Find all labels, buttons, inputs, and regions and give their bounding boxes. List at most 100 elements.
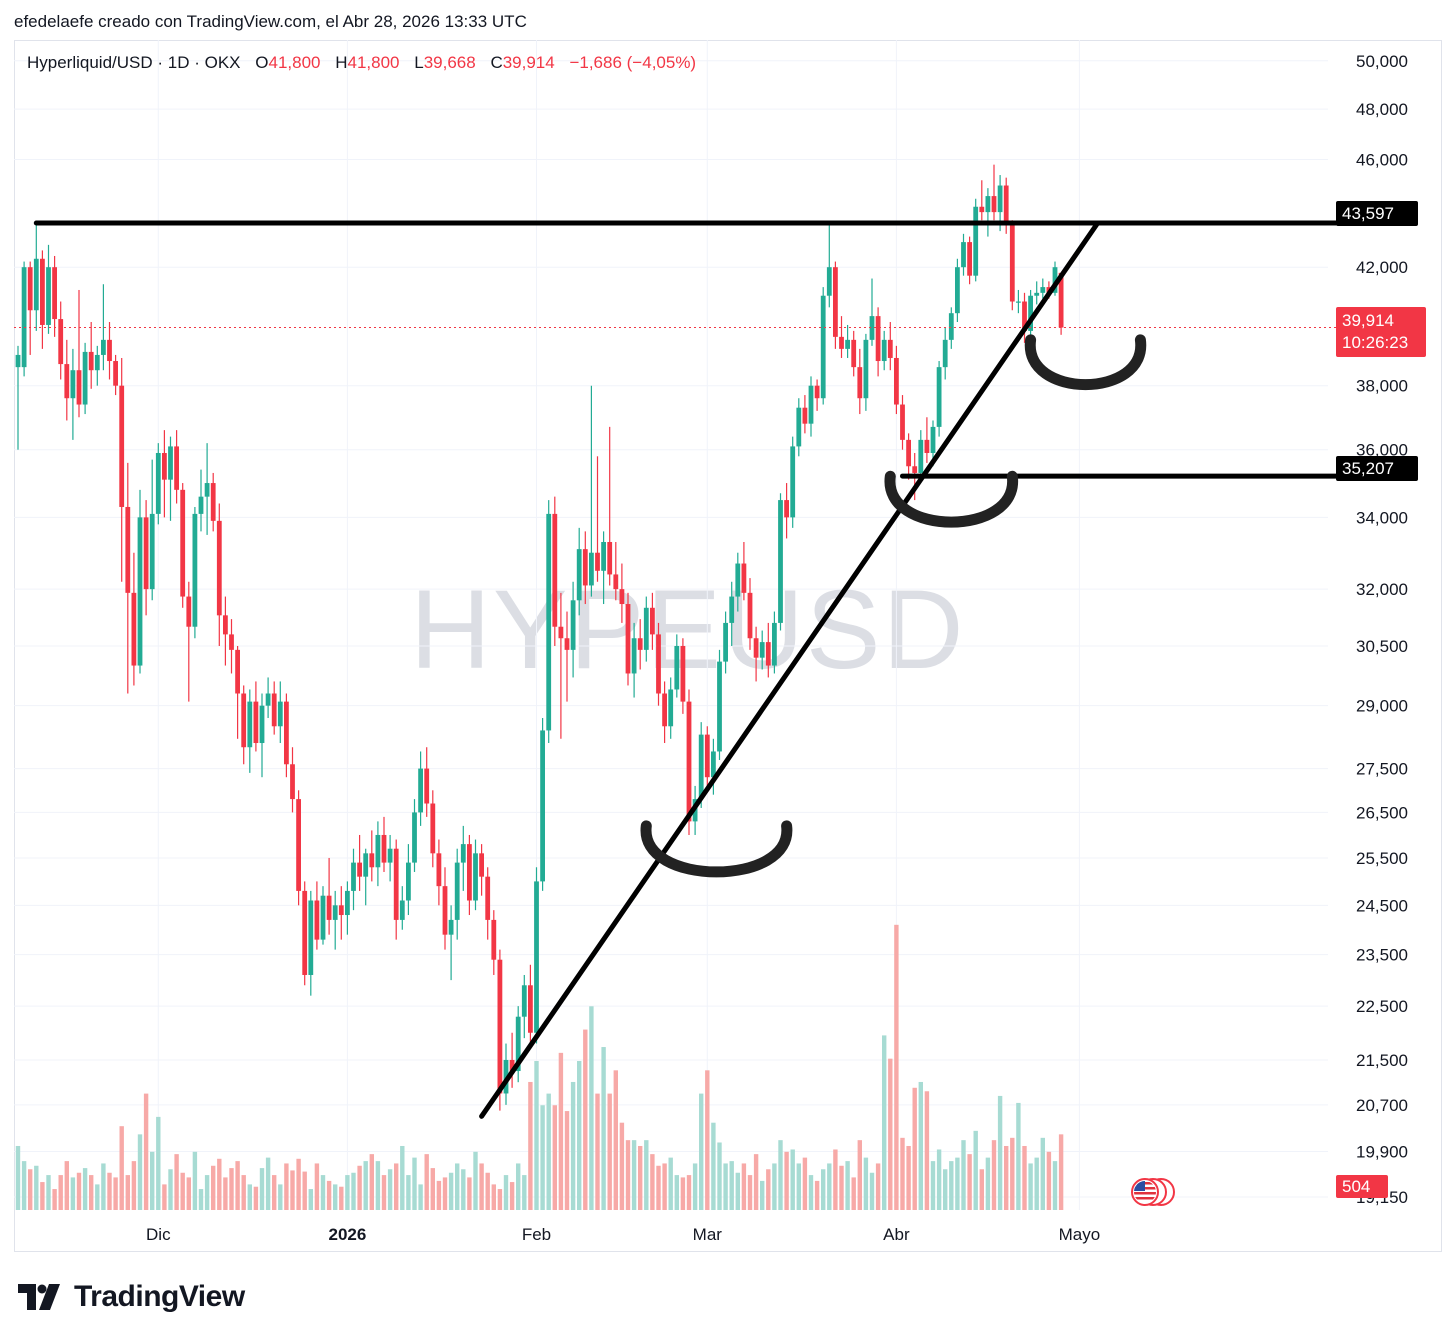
volume-bar [644,1140,649,1210]
candle-body [729,596,735,623]
candle-body [58,319,64,365]
candle-body [88,351,94,371]
candle-body [869,316,875,340]
y-tick-label: 30,500 [1356,637,1408,656]
candle-body [76,370,82,405]
x-tick-label: Mar [693,1225,723,1244]
volume-bar [497,1189,503,1210]
candle-body [515,1016,521,1072]
candle-body [808,385,814,424]
candle-body [198,496,204,514]
volume-bar [802,1157,808,1210]
candle-body [296,799,301,891]
y-tick-label: 26,500 [1356,803,1408,822]
volume-bar [997,1095,1003,1210]
volume-bar [89,1175,94,1210]
candle-body [479,853,484,877]
us-flag-icon[interactable] [1131,1177,1175,1207]
volume-bar [28,1169,33,1210]
volume-bar [546,1093,551,1210]
volume-bar [113,1177,118,1210]
volume-bar [467,1177,472,1210]
symbol-label[interactable]: Hyperliquid/USD · 1D · OKX [27,53,241,72]
volume-bar [570,1081,576,1210]
candle-body [345,890,350,916]
volume-bar [821,1169,826,1210]
marker-arc-feb [640,820,793,878]
candle-body [601,541,606,571]
drawings [14,220,1339,1119]
candle-body [875,316,881,362]
volume-bar [979,1169,984,1210]
volume-bar [308,1189,313,1210]
volume-bar [1004,1145,1009,1210]
candle-body [1022,301,1027,331]
candle-body [467,844,472,901]
candle-body [564,638,570,650]
candle-body [259,705,265,744]
candle-body [650,607,655,635]
candle-body [113,361,118,386]
volume-bar [387,1169,393,1210]
volume-bar [101,1163,106,1210]
candle-body [711,751,716,778]
volume-bar [516,1163,521,1210]
volume-bar [52,1189,57,1210]
y-tick-label: 46,000 [1356,150,1408,169]
volume-bar [1010,1137,1015,1210]
candle-body [625,604,631,674]
volume-bar [235,1161,240,1210]
volume-bar [839,1165,844,1210]
candle-body [381,834,387,863]
volume-bar [424,1154,429,1210]
change-value: −1,686 (−4,05%) [569,53,697,72]
candle-body [210,483,216,521]
candle-body [223,615,228,635]
volume-bar [583,1029,588,1210]
candle-body [436,853,442,887]
volume-bar [991,1140,997,1210]
y-tick-label: 20,700 [1356,1096,1408,1115]
volume-bar [485,1172,490,1210]
candle-body [881,339,887,362]
candle-body [107,339,112,362]
volume-bar [540,1105,545,1210]
candle-body [27,267,33,311]
volume-bar [302,1171,307,1210]
candle-body [717,661,722,752]
y-tick-label: 48,000 [1356,100,1408,119]
candle-body [686,701,692,822]
volume-bar [400,1145,405,1210]
volume-bar [699,1093,704,1210]
candle-body [119,385,125,507]
volume-bar [943,1169,948,1210]
volume-bar [906,1145,911,1210]
candle-body [814,385,820,399]
y-tick-label: 21,500 [1356,1051,1408,1070]
volume-bar [326,1180,332,1210]
candle-body [900,404,905,440]
chart-credit-line: efedelaefe creado con TradingView.com, e… [14,12,527,31]
candle-body [21,267,27,368]
trendline [479,220,1101,1119]
candle-body [540,730,545,882]
candle-body [1040,287,1046,293]
close-label: C [490,53,503,72]
candle-body [229,634,234,650]
candle-body [643,607,649,650]
volume-bar [656,1165,661,1210]
volume-bar [247,1184,252,1210]
candle-body [406,862,411,901]
volume-bar [290,1170,295,1210]
brand[interactable]: TradingView [18,1280,245,1314]
candle-body [473,853,478,901]
candle-body [887,339,893,358]
candle-body [521,985,527,1017]
volume-bar [412,1157,417,1210]
candle-body [704,734,710,778]
volume-bar [662,1163,667,1210]
candle-body [747,592,753,639]
volume-bar [1052,1161,1058,1210]
candle-body [680,645,686,702]
